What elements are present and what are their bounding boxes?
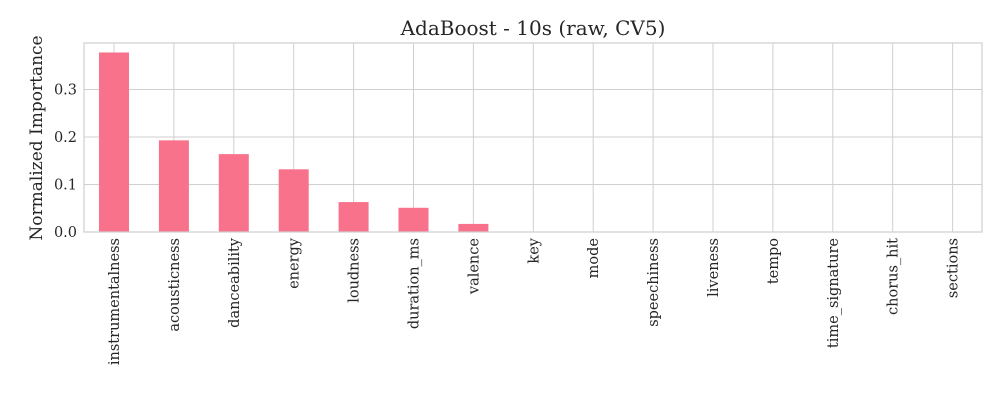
bar xyxy=(99,52,129,233)
x-tick-label: tempo xyxy=(766,238,782,284)
bars xyxy=(99,52,489,233)
bar xyxy=(458,223,489,232)
x-tick-label: chorus_hit xyxy=(886,238,902,315)
bar xyxy=(398,207,429,232)
x-tick-label: liveness xyxy=(706,238,722,297)
bar xyxy=(338,202,369,232)
x-tick-label: time_signature xyxy=(826,238,842,348)
x-tick-label: duration_ms xyxy=(407,238,423,329)
x-tick-label: valence xyxy=(466,238,482,295)
plot-frame xyxy=(83,42,983,233)
x-tick-label: loudness xyxy=(347,238,363,303)
x-tick-labels: instrumentalness acousticness danceability… xyxy=(107,237,962,365)
x-tick-label: mode xyxy=(586,238,602,278)
x-tick-label: key xyxy=(526,237,542,263)
x-tick-label: instrumentalness xyxy=(107,238,123,365)
bar xyxy=(218,154,249,232)
y-tick-labels: 0.0 0.1 0.2 0.3 xyxy=(54,83,77,241)
grid-lines xyxy=(84,43,982,233)
y-tick-label: 0.0 xyxy=(54,225,77,241)
y-tick-label: 0.3 xyxy=(54,83,77,99)
y-tick-label: 0.1 xyxy=(54,178,77,194)
x-tick-label: danceability xyxy=(227,237,243,328)
y-tick-label: 0.2 xyxy=(54,130,77,146)
bar xyxy=(158,140,189,232)
x-tick-label: speechiness xyxy=(646,238,662,327)
x-tick-label: energy xyxy=(287,237,303,289)
y-axis-label: Normalized Importance xyxy=(27,35,47,240)
bar xyxy=(278,169,309,232)
chart-title: AdaBoost - 10s (raw, CV5) xyxy=(400,16,666,40)
x-tick-label: sections xyxy=(946,238,962,298)
x-tick-label: acousticness xyxy=(167,238,183,332)
